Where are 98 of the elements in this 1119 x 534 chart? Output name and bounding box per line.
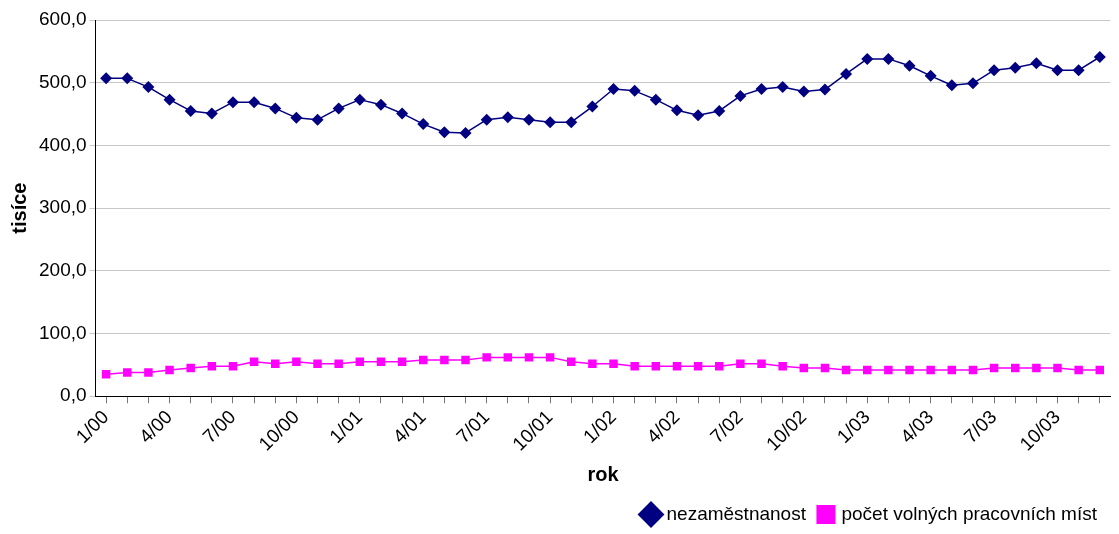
point xyxy=(144,368,153,377)
point xyxy=(123,368,132,377)
point xyxy=(1051,64,1064,77)
point xyxy=(776,81,789,94)
point xyxy=(1030,57,1043,70)
point xyxy=(778,361,787,371)
y-axis-title: tisíce xyxy=(7,182,30,234)
y-tick-label: 100,0 xyxy=(39,321,87,343)
point xyxy=(545,353,555,362)
point xyxy=(861,52,874,65)
point xyxy=(524,353,534,362)
point xyxy=(311,113,324,126)
y-tick-label: 600,0 xyxy=(39,8,87,30)
point xyxy=(313,359,322,368)
x-tick-label: 1/02 xyxy=(579,406,621,447)
point xyxy=(588,359,597,368)
y-tick-label: 200,0 xyxy=(39,259,87,281)
x-tick-label: 7/00 xyxy=(198,406,240,447)
point xyxy=(461,355,470,365)
point xyxy=(757,359,766,368)
point xyxy=(692,109,705,122)
point xyxy=(440,355,449,365)
point xyxy=(396,107,409,120)
point xyxy=(121,72,134,85)
legend-label: nezaměstnanost xyxy=(666,502,807,524)
point xyxy=(292,357,301,367)
point xyxy=(353,93,366,106)
point xyxy=(649,93,662,106)
point xyxy=(884,365,893,375)
point xyxy=(1093,51,1106,63)
point xyxy=(1072,64,1085,77)
point xyxy=(459,126,472,139)
point xyxy=(417,118,430,131)
point xyxy=(1032,363,1041,373)
y-tick-label: 300,0 xyxy=(39,196,87,218)
x-axis-title: rok xyxy=(587,462,620,485)
point xyxy=(544,116,557,129)
point xyxy=(926,365,935,375)
point xyxy=(945,79,958,92)
point xyxy=(503,353,513,362)
point xyxy=(734,89,747,102)
x-tick-label: 4/00 xyxy=(135,406,177,447)
point xyxy=(269,102,282,115)
point xyxy=(374,98,387,111)
x-tick-label: 7/03 xyxy=(959,406,1001,447)
x-tick-label: 7/01 xyxy=(452,406,494,447)
point xyxy=(226,96,239,109)
point xyxy=(966,77,979,90)
point xyxy=(165,365,174,375)
point xyxy=(334,359,343,368)
point xyxy=(565,116,578,129)
point xyxy=(736,359,745,368)
x-tick-label: 1/03 xyxy=(832,406,874,447)
point xyxy=(903,59,916,72)
y-tick-label: 0,0 xyxy=(60,384,87,406)
point xyxy=(186,363,195,373)
point xyxy=(100,72,113,85)
point xyxy=(628,84,641,97)
point xyxy=(205,107,218,120)
point xyxy=(438,126,451,139)
legend-label: počet volných pracovních míst xyxy=(841,502,1098,524)
point xyxy=(905,365,914,375)
point xyxy=(755,82,768,95)
point xyxy=(1009,61,1022,74)
x-tick-label: 4/03 xyxy=(896,406,938,447)
point xyxy=(163,93,176,106)
point xyxy=(586,100,599,113)
x-tick-label: 4/01 xyxy=(388,406,430,447)
point xyxy=(924,69,937,82)
point xyxy=(840,67,853,80)
point xyxy=(1053,363,1062,373)
point xyxy=(797,85,810,98)
point xyxy=(101,370,111,379)
point xyxy=(248,96,261,109)
point xyxy=(607,82,620,95)
y-tick-label: 500,0 xyxy=(39,70,87,92)
x-tick-label: 1/01 xyxy=(325,406,367,447)
point xyxy=(882,52,895,65)
point xyxy=(988,64,1001,77)
point xyxy=(630,361,639,371)
point xyxy=(1074,365,1083,375)
point xyxy=(142,81,155,94)
point xyxy=(713,104,726,117)
point xyxy=(522,113,535,126)
point xyxy=(332,102,345,115)
x-tick-label: 4/02 xyxy=(642,406,684,447)
point xyxy=(290,111,303,124)
point xyxy=(670,104,683,117)
x-tick-label: 1/00 xyxy=(71,406,113,447)
point xyxy=(818,83,831,96)
x-tick-label: 7/02 xyxy=(705,406,747,447)
y-tick-label: 400,0 xyxy=(39,133,87,155)
point xyxy=(609,359,618,368)
point xyxy=(501,111,514,124)
point xyxy=(184,104,197,117)
point xyxy=(482,353,491,362)
point xyxy=(480,113,493,126)
point xyxy=(271,359,280,368)
